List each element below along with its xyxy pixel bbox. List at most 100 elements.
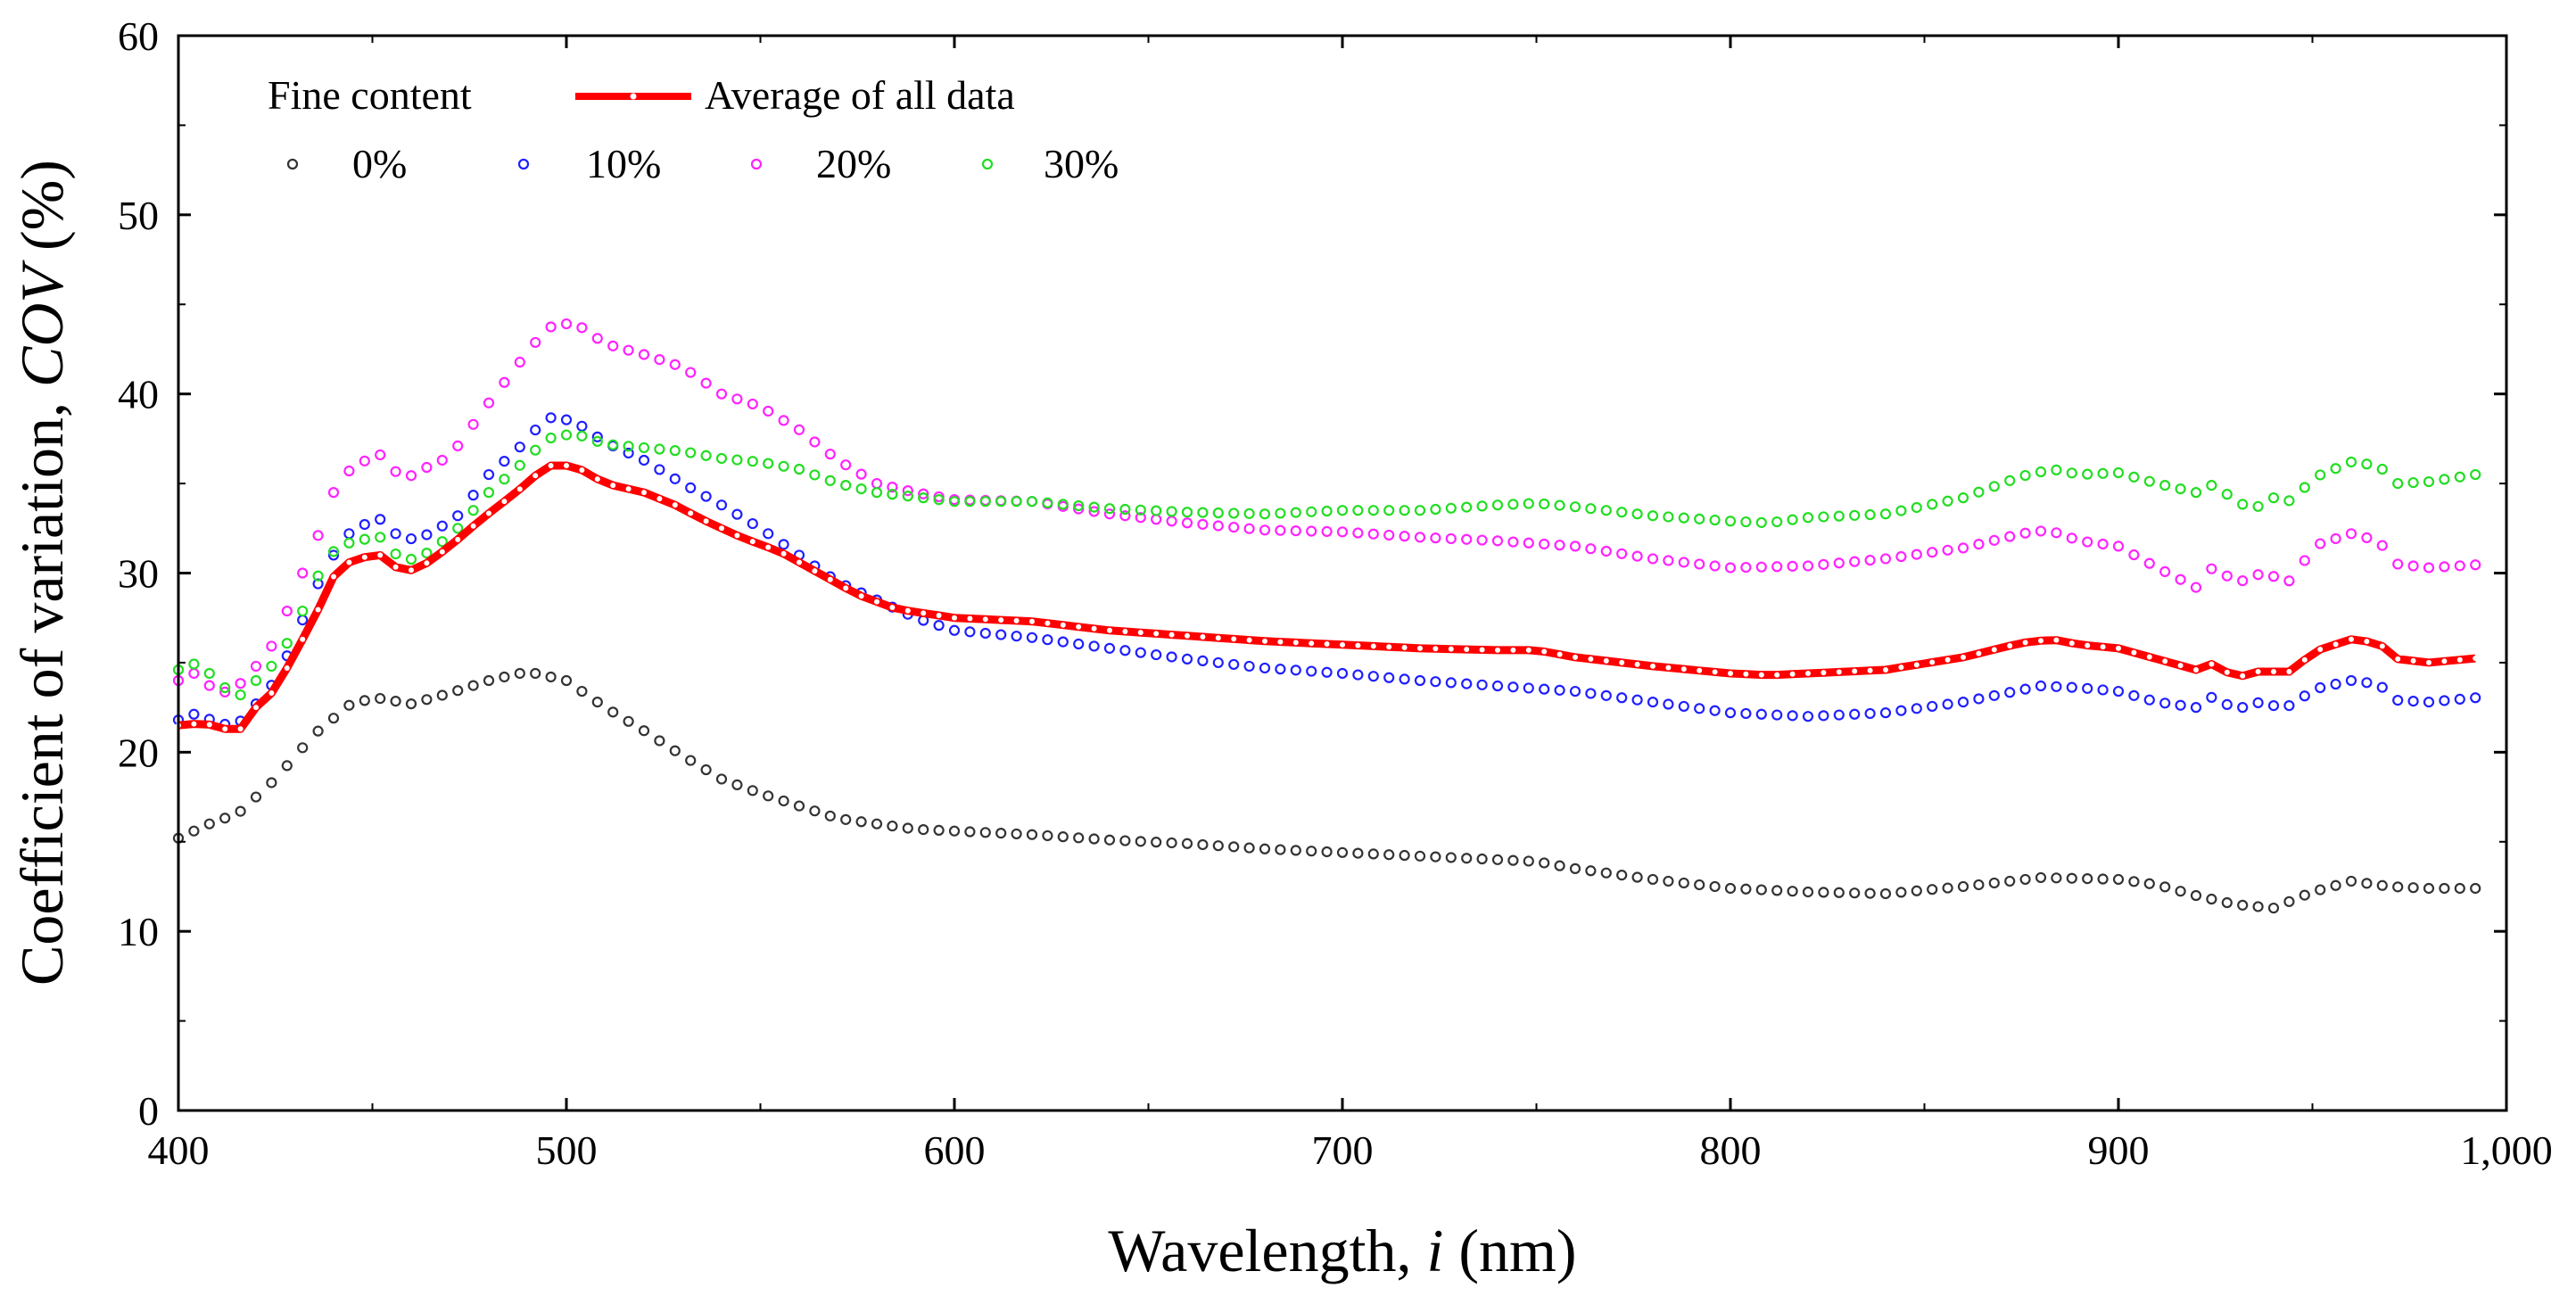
data-point — [1988, 534, 2000, 546]
data-point — [1414, 532, 1426, 543]
data-point — [1927, 884, 1938, 896]
legend-title: Fine content — [268, 72, 472, 118]
data-point — [1740, 883, 1752, 895]
data-point — [2407, 476, 2419, 489]
data-point — [2004, 531, 2016, 542]
data-point — [1367, 848, 1379, 860]
data-point — [1647, 873, 1659, 886]
data-point — [1166, 837, 1177, 849]
data-point — [591, 431, 603, 442]
data-point — [1771, 516, 1783, 528]
data-point — [1507, 499, 1519, 510]
data-point — [2283, 575, 2295, 587]
average-marker — [1603, 657, 1609, 664]
data-point — [1491, 854, 1504, 865]
data-point — [2019, 469, 2031, 482]
data-point — [2190, 889, 2202, 902]
data-point — [1600, 867, 1612, 879]
data-point — [763, 790, 774, 802]
data-point — [747, 456, 758, 467]
average-marker — [2426, 659, 2432, 665]
data-point — [2175, 886, 2186, 897]
data-point — [436, 454, 448, 466]
data-point — [654, 443, 665, 455]
average-marker — [1510, 647, 1516, 653]
data-point — [2175, 699, 2186, 711]
plot-frame — [177, 34, 2508, 1112]
data-point — [1026, 496, 1038, 508]
data-point — [2004, 875, 2016, 887]
data-point — [1849, 887, 1861, 899]
average-marker — [765, 544, 772, 550]
data-point — [1042, 634, 1053, 646]
data-point — [312, 530, 324, 541]
data-point — [2066, 872, 2077, 884]
data-point — [1833, 557, 1845, 569]
data-point — [1879, 508, 1892, 520]
data-point — [1600, 689, 1612, 701]
average-marker — [874, 598, 879, 605]
average-marker — [1697, 667, 1703, 673]
average-marker — [377, 552, 384, 558]
data-point — [390, 695, 401, 707]
data-point — [685, 482, 697, 494]
data-point — [1151, 837, 1162, 848]
data-point — [1694, 703, 1705, 714]
data-point — [266, 660, 277, 673]
data-point — [887, 481, 898, 493]
data-point — [2252, 901, 2264, 912]
data-point — [1864, 887, 1876, 899]
data-point — [2454, 471, 2465, 483]
data-point — [902, 491, 913, 502]
average-marker — [2007, 643, 2013, 649]
data-point — [1849, 509, 1861, 521]
data-point — [1197, 507, 1209, 518]
data-point — [948, 496, 961, 508]
data-point — [421, 461, 433, 474]
average-marker — [237, 726, 244, 732]
data-point — [809, 469, 821, 481]
average-marker — [1292, 640, 1299, 646]
data-point — [2423, 696, 2435, 708]
data-point — [2283, 700, 2295, 712]
data-point — [731, 454, 743, 466]
legend-label-20: 20% — [816, 141, 891, 186]
average-marker — [1417, 645, 1423, 651]
data-point — [979, 827, 991, 838]
data-point — [1849, 708, 1861, 720]
data-point — [2221, 489, 2233, 500]
data-point — [188, 667, 200, 680]
data-point — [2206, 893, 2217, 905]
data-point — [1554, 499, 1565, 511]
data-point — [1631, 550, 1643, 562]
average-marker — [1665, 665, 1672, 671]
average-marker — [967, 615, 973, 622]
data-point — [1600, 505, 1612, 516]
data-point — [1818, 887, 1829, 898]
data-point — [2392, 694, 2404, 706]
data-point — [359, 695, 370, 706]
data-point — [1833, 510, 1845, 522]
data-point — [2035, 871, 2047, 884]
average-marker — [1883, 666, 1888, 673]
data-point — [1957, 880, 1969, 893]
data-point — [2237, 899, 2249, 911]
data-point — [964, 496, 976, 508]
data-point — [1771, 709, 1783, 721]
data-point — [1787, 514, 1798, 525]
data-point — [1367, 671, 1379, 682]
data-point — [452, 510, 464, 522]
data-point — [327, 713, 340, 724]
average-marker — [1277, 639, 1284, 645]
average-marker — [1588, 656, 1594, 662]
average-marker — [2410, 657, 2416, 664]
average-marker — [206, 722, 212, 728]
data-point — [1678, 877, 1689, 889]
data-point — [887, 489, 898, 500]
y-tick-label: 20 — [118, 730, 159, 775]
data-point — [2097, 538, 2109, 550]
data-point — [2267, 571, 2280, 582]
data-point — [359, 518, 370, 531]
average-marker — [921, 610, 927, 616]
average-marker — [424, 560, 430, 566]
